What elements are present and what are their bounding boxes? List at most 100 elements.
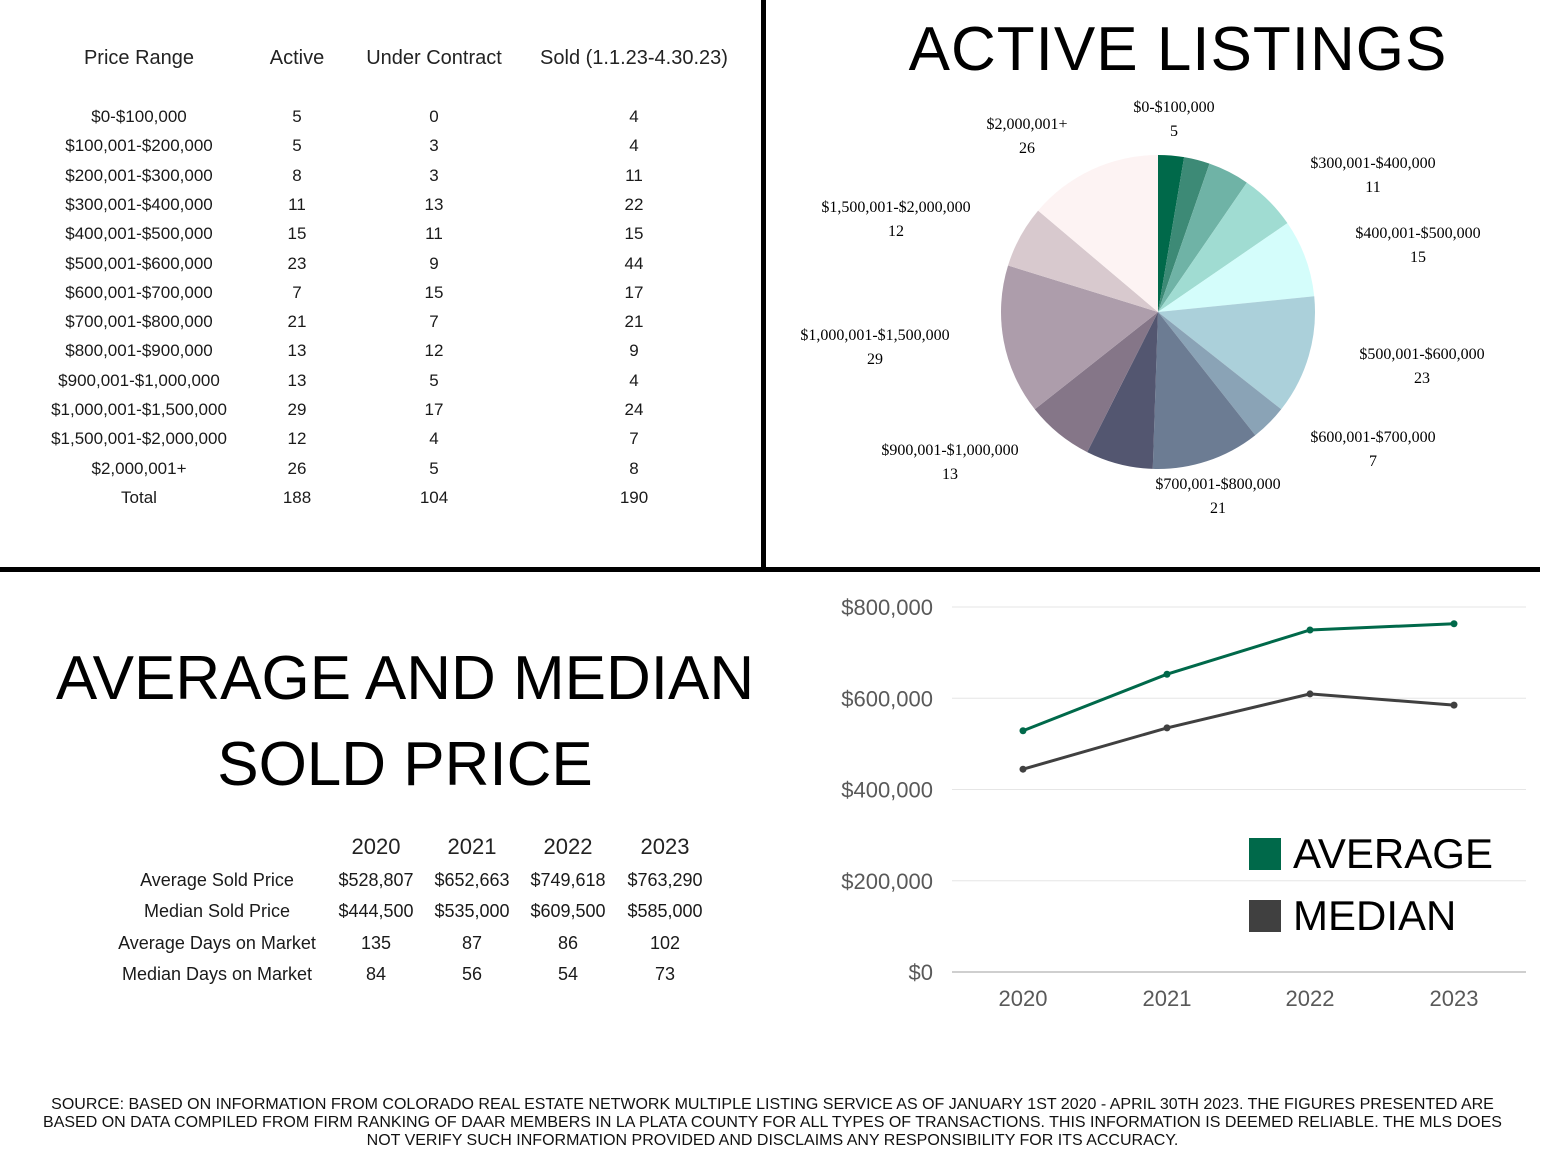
header-under-contract: Under Contract xyxy=(366,47,502,69)
cell-sold: 7 xyxy=(629,429,639,449)
stat-value: 102 xyxy=(649,932,681,953)
cell-range: $2,000,001+ xyxy=(91,458,187,478)
data-point-median xyxy=(1306,690,1314,698)
stats-title: AVERAGE AND MEDIAN SOLD PRICE xyxy=(56,636,754,808)
cell-active: 12 xyxy=(287,429,307,449)
horizontal-divider xyxy=(0,567,1540,572)
series-line-average xyxy=(1022,622,1455,733)
vertical-divider xyxy=(761,0,766,570)
pie-label-value: 29 xyxy=(866,351,883,368)
legend-average-label: AVERAGE xyxy=(1293,830,1493,877)
pie-label-value: 5 xyxy=(1169,123,1178,140)
pie-label-range: $900,001-$1,000,000 xyxy=(881,442,1019,459)
cell-range: $800,001-$900,000 xyxy=(65,341,213,361)
cell-active: 7 xyxy=(292,282,302,302)
cell-active: 23 xyxy=(287,253,307,273)
data-point-average xyxy=(1306,626,1314,634)
x-tick-label: 2022 xyxy=(1286,986,1335,1011)
data-point-average xyxy=(1450,620,1458,628)
x-tick-label: 2023 xyxy=(1430,986,1479,1011)
pie-label-range: $0-$100,000 xyxy=(1133,99,1215,116)
table-row: $300,001-$400,000 11 13 22 xyxy=(0,195,760,224)
pie-data-label: $300,001-$400,000 11 xyxy=(1310,152,1435,200)
pie-slice xyxy=(1158,312,1282,436)
pie-slice xyxy=(1158,155,1185,312)
cell-range: $100,001-$200,000 xyxy=(65,136,213,156)
table-row: Median Days on Market 84 56 54 73 xyxy=(0,964,760,995)
cell-active: 29 xyxy=(287,400,307,419)
cell-active: 11 xyxy=(288,194,306,214)
cell-under-contract: 3 xyxy=(429,165,439,185)
pie-label-range: $600,001-$700,000 xyxy=(1310,429,1436,446)
stat-value: 135 xyxy=(360,932,392,953)
cell-sold: 17 xyxy=(624,282,644,302)
cell-under-contract: 104 xyxy=(419,487,449,507)
header-active: Active xyxy=(269,47,325,69)
table-row: $1,500,001-$2,000,000 12 4 7 xyxy=(0,429,760,458)
legend-median-swatch xyxy=(1249,900,1281,932)
table-row: $800,001-$900,000 13 12 9 xyxy=(0,341,760,370)
y-tick-label: $200,000 xyxy=(841,869,933,894)
sold-price-line-chart: $0 $200,000 $400,000 $600,000 $800,000 2020 20… xyxy=(841,595,1526,1011)
stat-value: $444,500 xyxy=(338,901,414,922)
stat-value: $749,618 xyxy=(530,870,606,890)
table-row: Total 188 104 190 xyxy=(0,488,760,517)
cell-under-contract: 5 xyxy=(429,370,439,390)
table-row: Average Days on Market 135 87 86 102 xyxy=(0,933,760,964)
pie-data-label: $1,500,001-$2,000,000 12 xyxy=(821,196,970,244)
y-tick-label: $600,000 xyxy=(841,686,933,711)
cell-active: 5 xyxy=(292,107,302,126)
table-row: $400,001-$500,000 15 11 15 xyxy=(0,224,760,253)
row-label: Average Days on Market xyxy=(118,932,316,953)
active-listings-pie-chart xyxy=(1001,155,1315,469)
cell-active: 5 xyxy=(292,136,302,156)
stats-title-line1: AVERAGE AND MEDIAN xyxy=(55,644,755,713)
pie-slice xyxy=(1158,296,1315,410)
stat-value: 87 xyxy=(461,932,483,953)
cell-range: $700,001-$800,000 xyxy=(65,312,213,332)
cell-range: $0-$100,000 xyxy=(91,107,187,126)
table-row: $200,001-$300,000 8 3 11 xyxy=(0,166,760,195)
stat-value: 84 xyxy=(365,963,387,984)
stat-value: $763,290 xyxy=(627,870,703,890)
cell-range: $400,001-$500,000 xyxy=(65,224,213,244)
table-row: $0-$100,000 5 0 4 xyxy=(0,107,760,136)
pie-data-label: $400,001-$500,000 15 xyxy=(1355,222,1480,270)
cell-sold: 4 xyxy=(629,107,639,126)
data-point-average xyxy=(1019,727,1027,735)
cell-sold: 8 xyxy=(629,458,639,478)
stat-value: 73 xyxy=(654,963,676,984)
cell-under-contract: 15 xyxy=(424,282,444,302)
stat-value: 56 xyxy=(461,963,483,984)
cell-under-contract: 3 xyxy=(429,136,439,156)
table-row: $100,001-$200,000 5 3 4 xyxy=(0,136,760,165)
cell-sold: 44 xyxy=(624,253,644,273)
row-label: Average Sold Price xyxy=(140,870,294,890)
cell-under-contract: 0 xyxy=(429,107,439,126)
pie-label-range: $300,001-$400,000 xyxy=(1310,155,1436,172)
x-tick-label: 2021 xyxy=(1143,986,1192,1011)
pie-label-value: 12 xyxy=(887,223,904,240)
cell-sold: 4 xyxy=(629,136,639,156)
pie-label-range: $500,001-$600,000 xyxy=(1359,346,1485,363)
pie-label-value: 21 xyxy=(1209,500,1226,517)
cell-sold: 15 xyxy=(624,224,644,244)
year-header: 2021 xyxy=(447,834,497,859)
cell-range: Total xyxy=(121,487,157,507)
table-row: Average Sold Price $528,807 $652,663 $749,6… xyxy=(0,870,760,901)
stat-value: $535,000 xyxy=(434,901,510,922)
cell-range: $300,001-$400,000 xyxy=(65,194,213,214)
pie-label-value: 15 xyxy=(1409,249,1426,266)
pie-label-value: 7 xyxy=(1368,453,1377,470)
pie-slice xyxy=(1034,312,1158,453)
pie-data-label: $0-$100,000 5 xyxy=(1133,96,1214,144)
cell-active: 15 xyxy=(287,224,307,244)
stat-value: $585,000 xyxy=(627,901,703,922)
data-point-median xyxy=(1450,701,1458,709)
cell-active: 26 xyxy=(287,458,307,478)
pie-label-value: 11 xyxy=(1365,179,1381,196)
header-price-range: Price Range xyxy=(83,47,195,69)
pie-data-label: $1,000,001-$1,500,000 29 xyxy=(800,324,949,372)
pie-label-value: 23 xyxy=(1413,370,1430,387)
cell-sold: 9 xyxy=(629,341,639,361)
